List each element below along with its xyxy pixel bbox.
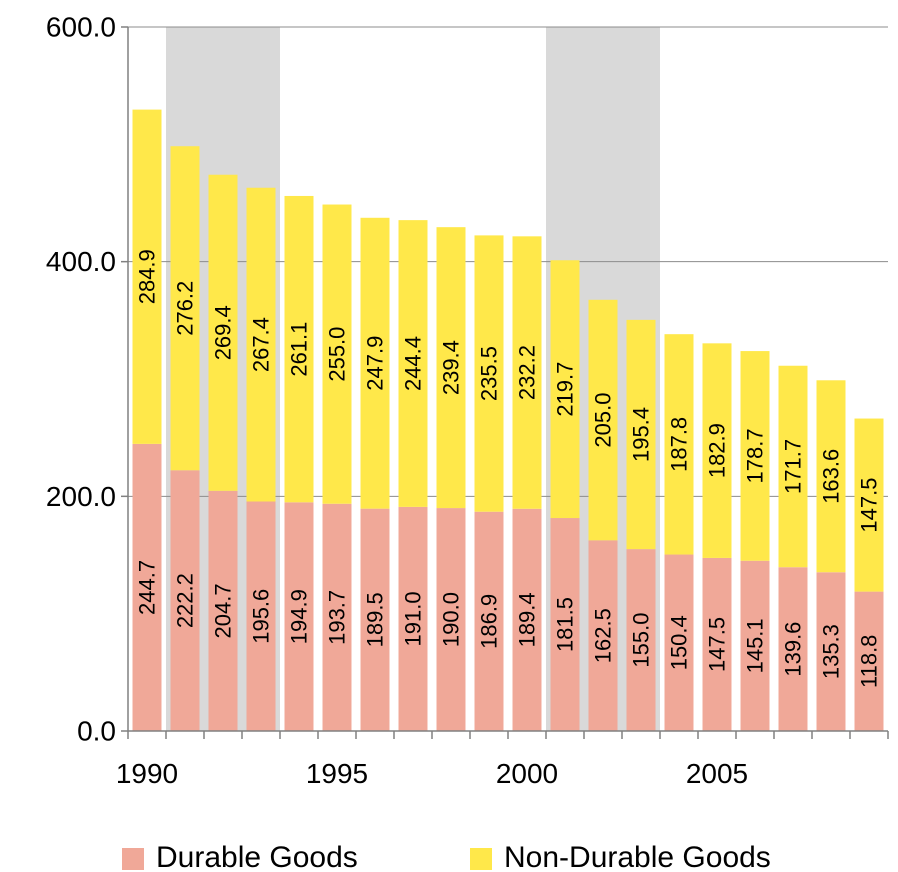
data-labels: 244.7 284.9 222.2 276.2 204.7 269.4 195.6 267.4…: [135, 249, 882, 688]
data-label: 239.4: [439, 340, 464, 395]
data-label: 193.7: [325, 590, 350, 645]
data-label: 267.4: [249, 317, 274, 372]
bar-durable: [550, 518, 580, 731]
bar-durable: [398, 506, 428, 731]
data-label: 155.0: [629, 613, 654, 668]
bar-nondurable: [778, 365, 808, 568]
data-label: 147.5: [705, 617, 730, 672]
bar-durable: [246, 501, 276, 731]
data-label: 171.7: [781, 439, 806, 494]
bar-durable: [854, 591, 884, 731]
x-tick-label: 1995: [306, 758, 368, 789]
bar-durable: [132, 443, 162, 731]
legend-swatch-durable: [122, 848, 144, 870]
y-tick-label: 200.0: [46, 481, 116, 512]
data-label: 178.7: [743, 428, 768, 483]
bar-durable: [664, 554, 694, 731]
bar-nondurable: [512, 236, 542, 509]
legend: Durable Goods Non-Durable Goods: [122, 841, 771, 872]
bar-durable: [740, 560, 770, 731]
y-tick-label: 0.0: [77, 716, 116, 747]
y-tick-label: 400.0: [46, 246, 116, 277]
data-label: 284.9: [135, 249, 160, 304]
bar-durable: [816, 572, 846, 731]
data-label: 139.6: [781, 622, 806, 677]
bar-durable: [436, 508, 466, 731]
bar-nondurable: [626, 319, 656, 550]
axes: 0.0 200.0 400.0 600.0 1990 1995 2000 2005: [46, 12, 889, 789]
data-label: 135.3: [819, 624, 844, 679]
y-tick-label: 600.0: [46, 12, 116, 43]
bar-nondurable: [360, 217, 390, 509]
bar-nondurable: [208, 174, 238, 491]
data-label: 247.9: [363, 336, 388, 391]
bar-durable: [360, 508, 390, 731]
bar-durable: [322, 503, 352, 731]
bar-nondurable: [284, 195, 314, 503]
data-label: 150.4: [667, 615, 692, 670]
data-label: 195.4: [629, 407, 654, 462]
bar-nondurable: [550, 260, 580, 519]
legend-label-durable: Durable Goods: [156, 841, 358, 872]
bar-durable: [474, 511, 504, 731]
bar-durable: [284, 502, 314, 731]
data-label: 162.5: [591, 608, 616, 663]
data-label: 182.9: [705, 423, 730, 478]
data-label: 204.7: [211, 583, 236, 638]
data-label: 181.5: [553, 597, 578, 652]
data-label: 235.5: [477, 346, 502, 401]
bar-durable: [778, 567, 808, 731]
data-label: 261.1: [287, 322, 312, 377]
data-label: 255.0: [325, 327, 350, 382]
data-label: 189.4: [515, 592, 540, 647]
data-label: 194.9: [287, 589, 312, 644]
data-label: 163.6: [819, 449, 844, 504]
bar-durable: [588, 540, 618, 731]
bar-nondurable: [170, 146, 200, 471]
data-label: 244.7: [135, 560, 160, 615]
data-label: 232.2: [515, 345, 540, 400]
x-tick-label: 1990: [116, 758, 178, 789]
bar-nondurable: [246, 187, 276, 502]
data-label: 276.2: [173, 281, 198, 336]
data-label: 244.4: [401, 336, 426, 391]
bar-nondurable: [664, 334, 694, 555]
bar-durable: [170, 470, 200, 731]
x-tick-label: 2000: [496, 758, 558, 789]
data-label: 145.1: [743, 618, 768, 673]
data-label: 186.9: [477, 594, 502, 649]
bar-durable: [208, 490, 238, 731]
bar-durable: [512, 508, 542, 731]
data-label: 191.0: [401, 591, 426, 646]
bars: [132, 109, 884, 731]
legend-swatch-nondurable: [470, 848, 492, 870]
data-label: 118.8: [857, 635, 882, 688]
bar-nondurable: [398, 220, 428, 507]
data-label: 190.0: [439, 592, 464, 647]
bar-durable: [702, 557, 732, 731]
data-label: 147.5: [857, 478, 882, 533]
bar-nondurable: [702, 343, 732, 558]
bar-nondurable: [588, 299, 618, 541]
bar-nondurable: [474, 235, 504, 512]
bar-nondurable: [816, 380, 846, 573]
data-label: 269.4: [211, 305, 236, 360]
data-label: 189.5: [363, 592, 388, 647]
data-label: 205.0: [591, 393, 616, 448]
data-label: 222.2: [173, 573, 198, 628]
bar-nondurable: [854, 418, 884, 592]
bar-nondurable: [132, 109, 162, 444]
x-tick-label: 2005: [686, 758, 748, 789]
data-label: 219.7: [553, 362, 578, 417]
bar-nondurable: [436, 227, 466, 509]
data-label: 187.8: [667, 417, 692, 472]
bar-nondurable: [740, 351, 770, 561]
data-label: 195.6: [249, 589, 274, 644]
legend-label-nondurable: Non-Durable Goods: [504, 841, 771, 872]
bar-nondurable: [322, 204, 352, 504]
bar-durable: [626, 549, 656, 731]
